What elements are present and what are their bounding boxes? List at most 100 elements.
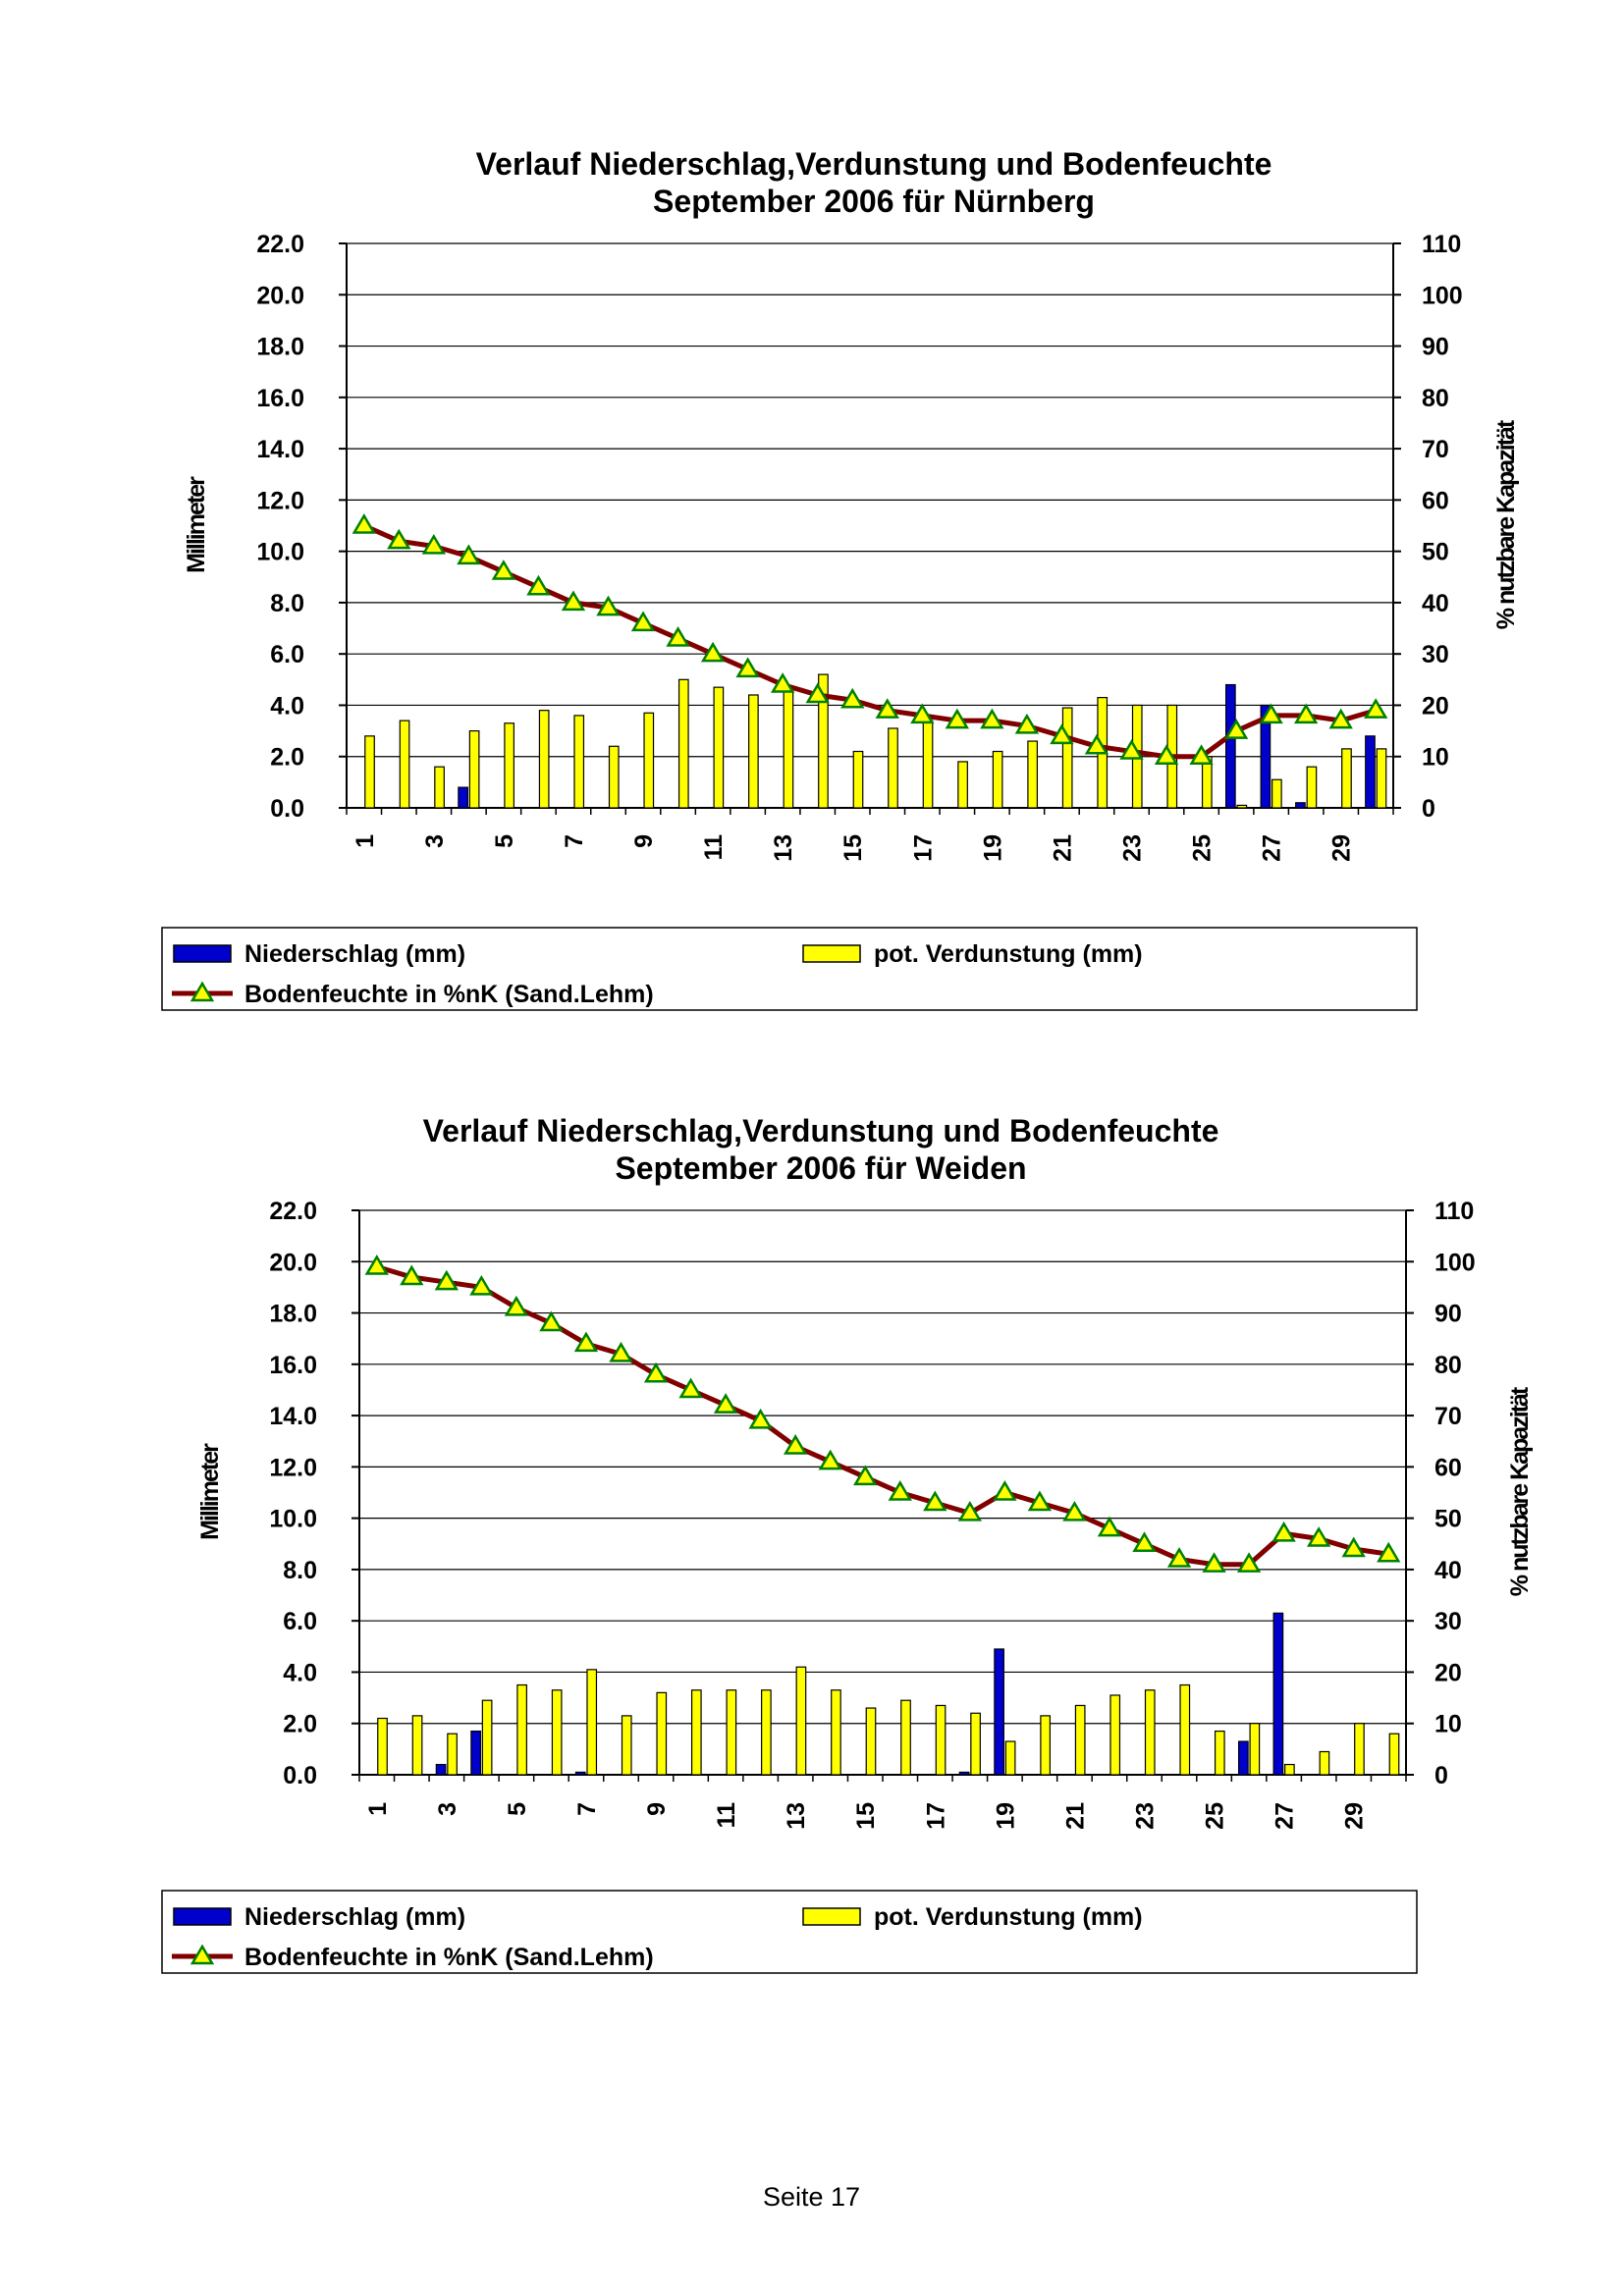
evap-bar xyxy=(434,766,445,809)
x-tick-label: 5 xyxy=(491,834,518,848)
evap-bar xyxy=(1004,1740,1016,1776)
evap-bar xyxy=(411,1715,423,1776)
y2-tick-label: 80 xyxy=(1434,1352,1462,1379)
soil-moisture-marker xyxy=(1271,1521,1296,1542)
y2-tick-label: 110 xyxy=(1422,231,1461,258)
evap-bar xyxy=(608,745,620,809)
soil-moisture-marker xyxy=(678,1377,703,1399)
y-tick-label: 4.0 xyxy=(270,692,304,720)
y2-tick-label: 90 xyxy=(1434,1301,1462,1328)
evap-bar xyxy=(1354,1723,1365,1776)
legend-soil-marker xyxy=(189,1944,215,1965)
evap-bar xyxy=(1109,1694,1121,1776)
x-tick-label: 13 xyxy=(770,834,797,862)
y-axis-label: Millimeter xyxy=(196,1443,224,1540)
gridlines xyxy=(359,1209,1406,1725)
y-tick-label: 6.0 xyxy=(270,641,304,668)
chart-subtitle: September 2006 für Weiden xyxy=(615,1150,1026,1186)
evap-bar xyxy=(621,1715,632,1776)
y-tick-label: 10.0 xyxy=(256,539,304,566)
x-tick-label: 13 xyxy=(783,1802,810,1830)
y-tick-label: 4.0 xyxy=(283,1659,317,1686)
y2-tick-label: 40 xyxy=(1434,1557,1462,1584)
precip-bar xyxy=(994,1648,1004,1776)
soil-moisture-marker xyxy=(387,528,411,550)
evap-bar xyxy=(481,1699,493,1776)
x-tick-label: 9 xyxy=(643,1802,671,1816)
legend-precip-label: Niederschlag (mm) xyxy=(244,1903,465,1931)
soil-moisture-marker xyxy=(400,1264,424,1286)
y-tick-label: 14.0 xyxy=(269,1403,317,1430)
y2-tick-label: 20 xyxy=(1434,1659,1462,1686)
legend: Niederschlag (mm) pot. Verdunstung (mm) Bo… xyxy=(161,1890,1418,1974)
soil-moisture-marker xyxy=(945,708,970,729)
soil-moisture-marker xyxy=(735,657,760,678)
x-tick-label: 9 xyxy=(630,834,658,848)
evap-bar xyxy=(573,715,585,809)
evap-bar xyxy=(900,1699,911,1776)
soil-moisture-marker xyxy=(840,687,865,709)
precip-bar xyxy=(470,1730,481,1776)
y-tick-label: 18.0 xyxy=(256,334,304,361)
y2-axis-label: % nutzbare Kapazität xyxy=(1492,419,1520,629)
soil-moisture-marker xyxy=(1223,719,1249,739)
evap-bar xyxy=(377,1717,388,1776)
evap-bar xyxy=(1214,1730,1225,1776)
precip-bar xyxy=(435,1763,447,1776)
precip-bar xyxy=(1224,683,1236,809)
evap-bar xyxy=(1061,707,1073,809)
precip-bar xyxy=(1237,1740,1249,1776)
y-axis-label: Millimeter xyxy=(183,476,210,573)
precip-bar xyxy=(1365,735,1376,809)
y-tick-label: 2.0 xyxy=(270,744,304,772)
y2-tick-label: 110 xyxy=(1434,1198,1474,1225)
evap-bar xyxy=(818,673,829,809)
legend: Niederschlag (mm) pot. Verdunstung (mm) Bo… xyxy=(161,927,1418,1011)
bars xyxy=(364,673,1387,809)
evap-bar xyxy=(1271,778,1282,809)
x-tick-label: 29 xyxy=(1328,834,1356,862)
soil-moisture-marker xyxy=(596,595,621,616)
x-tick-label: 7 xyxy=(573,1802,601,1816)
evap-bar xyxy=(761,1689,772,1776)
soil-moisture-marker xyxy=(770,672,795,693)
evap-bar xyxy=(690,1689,702,1776)
evap-bar xyxy=(726,1689,737,1776)
precip-bar xyxy=(1260,704,1271,809)
soil-moisture-marker xyxy=(980,708,1004,729)
soil-moisture-marker xyxy=(469,1274,494,1296)
y2-tick-label: 10 xyxy=(1434,1711,1462,1738)
soil-moisture-marker xyxy=(1062,1500,1087,1522)
x-tick-label: 1 xyxy=(352,834,379,848)
soil-moisture-marker xyxy=(1014,713,1040,734)
y2-tick-label: 100 xyxy=(1422,282,1463,309)
soil-moisture-marker xyxy=(630,611,656,632)
gridlines xyxy=(347,242,1393,758)
x-tick-label: 21 xyxy=(1061,1802,1089,1830)
soil-moisture-marker xyxy=(748,1408,773,1429)
soil-moisture-marker xyxy=(875,698,899,719)
y-tick-label: 16.0 xyxy=(269,1352,317,1379)
y-tick-label: 14.0 xyxy=(256,436,304,463)
evap-bar xyxy=(713,686,725,809)
evap-bar xyxy=(1388,1733,1400,1776)
y2-tick-label: 60 xyxy=(1434,1454,1462,1481)
soil-moisture-marker xyxy=(609,1341,633,1362)
evap-bar xyxy=(586,1669,598,1776)
y-tick-label: 2.0 xyxy=(283,1711,317,1738)
soil-moisture-line xyxy=(362,523,1377,760)
bars xyxy=(377,1612,1400,1776)
evap-bar xyxy=(1376,748,1387,809)
soil-moisture-marker xyxy=(1132,1531,1157,1553)
evap-bar xyxy=(852,750,864,809)
evap-bar xyxy=(831,1689,841,1776)
x-tick-label: 3 xyxy=(434,1802,461,1816)
legend-precip-swatch xyxy=(173,944,232,963)
y-tick-label: 12.0 xyxy=(269,1454,317,1481)
soil-moisture-marker xyxy=(1119,739,1144,760)
soil-moisture-marker xyxy=(1328,708,1353,729)
soil-moisture-marker xyxy=(421,533,447,555)
y-tick-label: 8.0 xyxy=(270,590,304,617)
soil-moisture-marker xyxy=(526,574,551,596)
evap-bar xyxy=(1144,1689,1156,1776)
